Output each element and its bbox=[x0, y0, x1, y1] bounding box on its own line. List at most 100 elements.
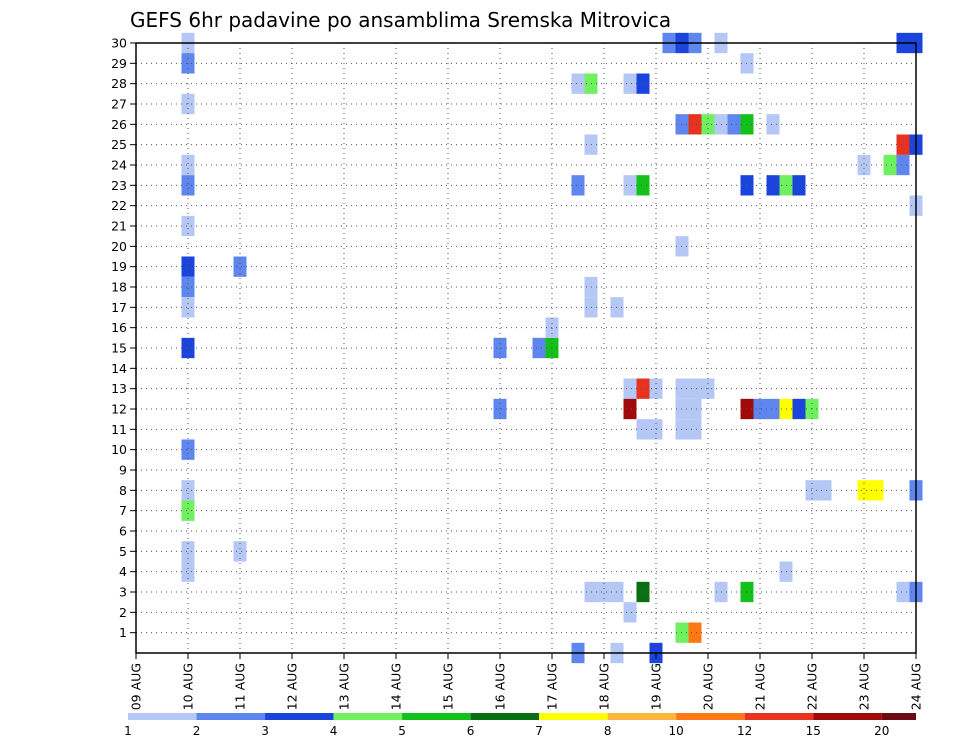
data-cell bbox=[766, 114, 780, 135]
y-tick-label: 14 bbox=[111, 361, 127, 376]
data-cell bbox=[623, 73, 637, 94]
data-cell bbox=[636, 378, 650, 399]
colorbar-segment bbox=[881, 713, 916, 720]
chart-title: GEFS 6hr padavine po ansamblima Sremska … bbox=[130, 8, 671, 32]
colorbar-segment bbox=[402, 713, 471, 720]
data-cell bbox=[532, 337, 546, 359]
data-cell bbox=[181, 561, 195, 582]
data-cell bbox=[623, 378, 637, 399]
y-tick-label: 27 bbox=[111, 97, 127, 112]
y-tick-label: 7 bbox=[119, 503, 127, 518]
y-tick-label: 2 bbox=[119, 605, 127, 620]
x-tick-label: 12 AUG bbox=[285, 663, 300, 710]
data-cell bbox=[233, 541, 247, 562]
colorbar-label: 12 bbox=[737, 724, 752, 738]
colorbar-label: 20 bbox=[874, 724, 889, 738]
x-tick-label: 18 AUG bbox=[597, 663, 612, 710]
data-cell bbox=[857, 154, 871, 176]
data-cell bbox=[688, 419, 702, 440]
y-tick-label: 9 bbox=[119, 463, 127, 478]
colorbar-segment bbox=[813, 713, 882, 720]
x-tick-label: 16 AUG bbox=[493, 663, 508, 710]
y-tick-label: 24 bbox=[111, 158, 127, 173]
data-cell bbox=[896, 154, 910, 176]
colorbar-segment bbox=[265, 713, 334, 720]
data-cell bbox=[233, 256, 247, 277]
y-tick-label: 6 bbox=[119, 524, 127, 539]
x-tick-label: 09 AUG bbox=[129, 663, 144, 710]
colorbar-label: 10 bbox=[669, 724, 684, 738]
colorbar-segment bbox=[470, 713, 540, 720]
data-cell bbox=[493, 337, 507, 359]
y-tick-label: 16 bbox=[111, 320, 127, 335]
data-cell bbox=[181, 500, 195, 521]
y-tick-label: 4 bbox=[119, 564, 127, 579]
x-tick-label: 19 AUG bbox=[649, 663, 664, 710]
data-cell bbox=[623, 602, 637, 623]
colorbar-segment bbox=[196, 713, 266, 720]
y-tick-label: 11 bbox=[111, 422, 127, 437]
y-tick-label: 30 bbox=[111, 36, 127, 51]
y-tick-label: 5 bbox=[119, 544, 127, 559]
data-cell bbox=[857, 480, 871, 501]
data-cell bbox=[766, 398, 780, 420]
y-tick-label: 1 bbox=[119, 625, 127, 640]
colorbar: 1 2 3 4 5 6 7 8 10 12 15 20 bbox=[124, 713, 916, 738]
data-cell bbox=[883, 154, 897, 176]
y-tick-label: 10 bbox=[111, 442, 127, 457]
data-cell bbox=[636, 419, 650, 440]
x-tick-label: 22 AUG bbox=[805, 663, 820, 710]
data-cell bbox=[688, 114, 702, 135]
colorbar-segment bbox=[607, 713, 677, 720]
data-cell bbox=[727, 114, 741, 135]
data-cell bbox=[623, 398, 637, 420]
data-cell bbox=[181, 439, 195, 460]
x-tick-label: 10 AUG bbox=[181, 663, 196, 710]
y-tick-label: 28 bbox=[111, 76, 127, 91]
y-tick-label: 17 bbox=[111, 300, 127, 315]
y-tick-label: 26 bbox=[111, 117, 127, 132]
y-tick-label: 12 bbox=[111, 402, 127, 417]
data-cell bbox=[688, 378, 702, 399]
data-cell bbox=[766, 175, 780, 196]
x-tick-label: 24 AUG bbox=[909, 663, 924, 710]
colorbar-label: 4 bbox=[330, 724, 338, 738]
colorbar-label: 6 bbox=[467, 724, 475, 738]
y-tick-label: 23 bbox=[111, 178, 127, 193]
x-tick-label: 11 AUG bbox=[233, 663, 248, 710]
data-cell bbox=[636, 73, 650, 94]
y-tick-label: 29 bbox=[111, 56, 127, 71]
data-cell bbox=[571, 73, 585, 94]
data-cell bbox=[896, 134, 910, 155]
y-tick-label: 19 bbox=[111, 259, 127, 274]
grid-layer bbox=[136, 43, 916, 653]
data-cell bbox=[181, 297, 195, 318]
y-tick-label: 18 bbox=[111, 280, 127, 295]
colorbar-segment bbox=[539, 713, 608, 720]
y-axis: 1234567891011121314151617181920212223242… bbox=[111, 36, 136, 640]
data-cell bbox=[701, 114, 715, 135]
data-cell bbox=[792, 398, 806, 420]
x-tick-label: 20 AUG bbox=[701, 663, 716, 710]
data-cell bbox=[181, 337, 195, 359]
data-cell bbox=[181, 541, 195, 562]
x-tick-label: 13 AUG bbox=[337, 663, 352, 710]
colorbar-label: 5 bbox=[398, 724, 406, 738]
colorbar-segment bbox=[333, 713, 403, 720]
colorbar-segment bbox=[744, 713, 814, 720]
colorbar-label: 2 bbox=[193, 724, 201, 738]
data-cell bbox=[181, 276, 195, 298]
colorbar-segment bbox=[128, 713, 197, 720]
data-cell bbox=[181, 154, 195, 176]
x-tick-label: 21 AUG bbox=[753, 663, 768, 710]
data-cell bbox=[688, 398, 702, 420]
data-cell bbox=[181, 175, 195, 196]
data-cell bbox=[896, 581, 910, 603]
data-cell bbox=[636, 581, 650, 603]
x-tick-label: 14 AUG bbox=[389, 663, 404, 710]
data-cell bbox=[181, 480, 195, 501]
data-cell bbox=[636, 175, 650, 196]
y-tick-label: 21 bbox=[111, 219, 127, 234]
colorbar-label: 15 bbox=[806, 724, 821, 738]
